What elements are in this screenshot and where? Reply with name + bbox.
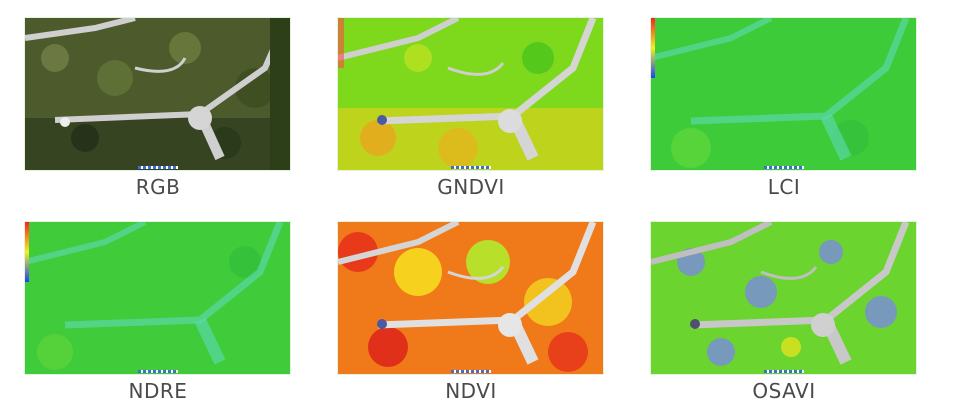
scale-bar (450, 370, 491, 373)
panel-label-ndvi: NDVI (445, 379, 497, 403)
panel-label-ndre: NDRE (128, 379, 188, 403)
osavi-map-image (651, 222, 916, 374)
scale-bar (763, 370, 804, 373)
rgb-map-image (25, 18, 290, 170)
scale-bar (763, 166, 804, 169)
scale-bar (450, 166, 491, 169)
scale-bar (137, 166, 178, 169)
ndvi-map-image (338, 222, 603, 374)
panel-label-lci: LCI (767, 175, 801, 199)
panel-label-gndvi: GNDVI (437, 175, 505, 199)
scale-bar (137, 370, 178, 373)
lci-map-image (651, 18, 916, 170)
ndre-map-image (25, 222, 290, 374)
panel-label-rgb: RGB (135, 175, 181, 199)
panel-label-osavi: OSAVI (752, 379, 816, 403)
gndvi-map-image (338, 18, 603, 170)
